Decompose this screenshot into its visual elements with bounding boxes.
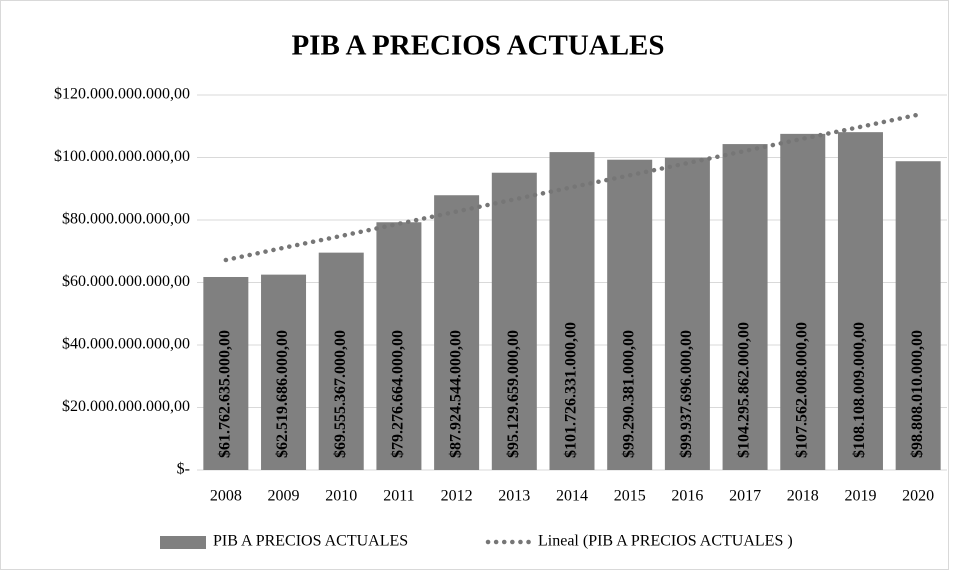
value-label: $99.290.381.000,00 [620, 330, 637, 458]
value-label: $104.295.862.000,00 [736, 322, 753, 458]
x-tick-label: 2013 [498, 488, 530, 505]
x-tick-label: 2012 [441, 488, 473, 505]
bar [376, 222, 422, 470]
x-tick-label: 2020 [902, 488, 934, 505]
x-tick-label: 2017 [729, 488, 761, 505]
y-tick-label: $40.000.000.000,00 [62, 336, 190, 353]
value-label: $69.555.367.000,00 [332, 330, 349, 458]
x-tick-label: 2016 [671, 488, 703, 505]
value-label: $62.519.686.000,00 [274, 330, 291, 458]
bar [318, 252, 364, 470]
bar [203, 276, 249, 470]
legend-swatch [160, 536, 206, 549]
bar [664, 157, 710, 470]
y-tick-label: $80.000.000.000,00 [62, 211, 190, 228]
bar [549, 152, 595, 470]
x-tick-label: 2011 [383, 488, 414, 505]
bar [261, 274, 307, 470]
y-tick-label: $100.000.000.000,00 [54, 148, 190, 165]
value-label: $87.924.544.000,00 [447, 330, 464, 458]
legend-label: PIB A PRECIOS ACTUALES [213, 533, 408, 550]
bar [722, 144, 768, 470]
bar [434, 195, 480, 471]
x-tick-label: 2009 [268, 488, 300, 505]
value-label: $61.762.635.000,00 [217, 330, 234, 458]
value-label: $99.937.696.000,00 [678, 330, 695, 458]
x-tick-label: 2015 [614, 488, 646, 505]
bar [780, 133, 826, 471]
x-tick-label: 2014 [556, 488, 588, 505]
x-tick-label: 2010 [325, 488, 357, 505]
bar [895, 161, 941, 470]
bar [491, 172, 537, 470]
x-tick-label: 2019 [844, 488, 876, 505]
y-tick-label: $20.000.000.000,00 [62, 398, 190, 415]
y-tick-label: $60.000.000.000,00 [62, 273, 190, 290]
legend-label: Lineal (PIB A PRECIOS ACTUALES ) [538, 533, 793, 550]
x-tick-label: 2008 [210, 488, 242, 505]
value-label: $98.808.010.000,00 [909, 330, 926, 458]
value-label: $79.276.664.000,00 [390, 330, 407, 458]
bar [607, 159, 653, 470]
trend-line [223, 112, 921, 263]
value-label: $107.562.008.000,00 [793, 322, 810, 458]
bar [837, 132, 883, 470]
x-tick-label: 2018 [787, 488, 819, 505]
chart-title: PIB A PRECIOS ACTUALES [291, 30, 664, 62]
value-label: $108.108.009.000,00 [851, 322, 868, 458]
y-tick-label: $- [177, 461, 190, 478]
value-label: $101.726.331.000,00 [563, 322, 580, 458]
value-label: $95.129.659.000,00 [505, 330, 522, 458]
y-tick-label: $120.000.000.000,00 [54, 86, 190, 103]
